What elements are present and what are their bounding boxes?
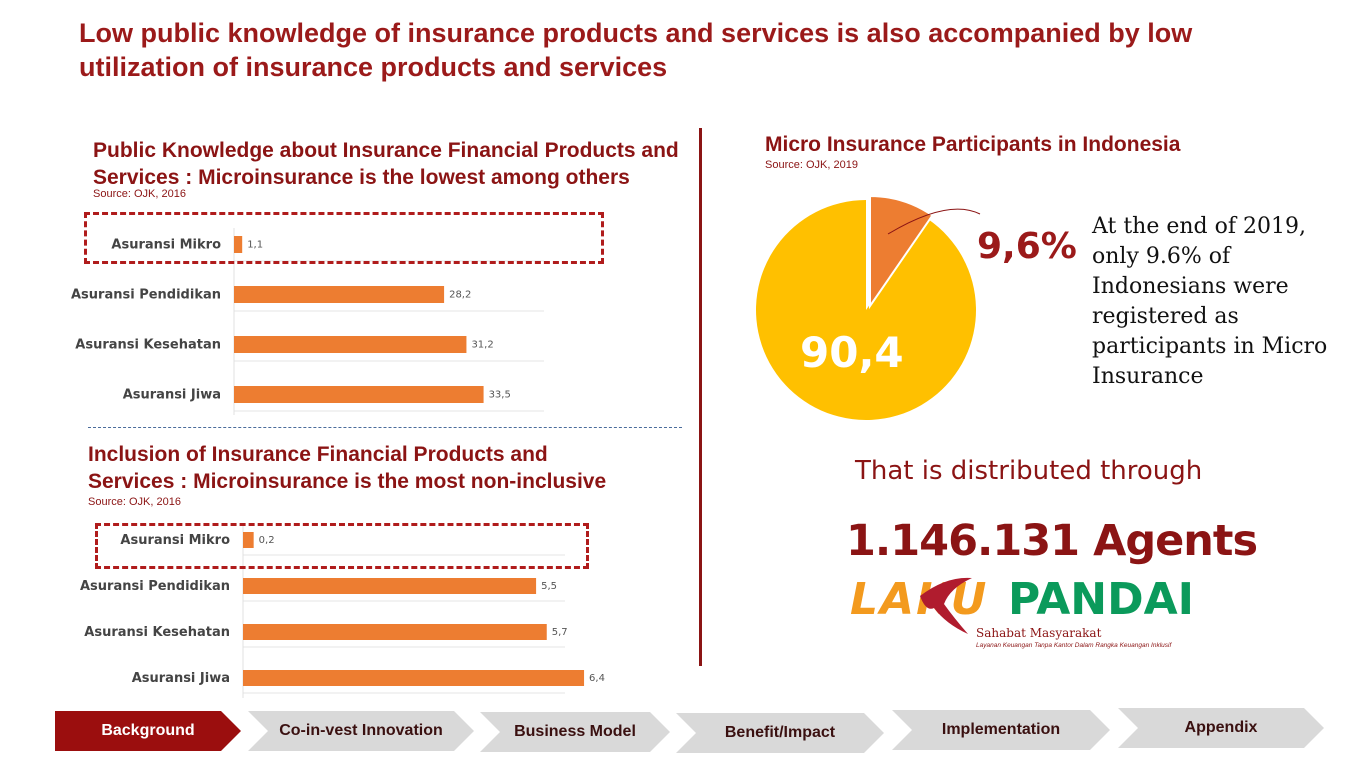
bar (243, 624, 547, 640)
bar (243, 532, 254, 548)
nav-step-background[interactable]: Background (55, 711, 241, 751)
value-label: 31,2 (471, 340, 493, 351)
inclusion-highlight-box (95, 523, 589, 569)
pie-leader-line (887, 208, 981, 235)
bar (243, 578, 537, 594)
value-label: 5,5 (541, 581, 557, 592)
nav-step-appendix[interactable]: Appendix (1118, 708, 1324, 748)
inclusion-source: Source: OJK, 2016 (88, 496, 181, 508)
category-label: Asuransi Kesehatan (75, 338, 221, 353)
nav-step-co-in-vest-innovation[interactable]: Co-in-vest Innovation (248, 711, 474, 751)
inclusion-chart-title: Inclusion of Insurance Financial Product… (88, 441, 688, 495)
value-label: 28,2 (449, 290, 471, 301)
nav-step-benefit-impact[interactable]: Benefit/Impact (676, 713, 884, 753)
logo-subline: Layanan Keuangan Tanpa Kantor Dalam Rang… (976, 642, 1172, 649)
value-label: 5,7 (552, 627, 568, 638)
knowledge-title-line2: Services : Microinsurance is the lowest … (93, 166, 630, 189)
value-label: 1,1 (247, 240, 263, 251)
pie-slice-minor (869, 194, 934, 310)
category-label: Asuransi Pendidikan (71, 288, 221, 303)
logo-swoosh-icon (920, 577, 972, 634)
micro-pie-chart: 90,4 (756, 194, 981, 420)
category-label: Asuransi Jiwa (123, 388, 221, 403)
micro-description: At the end of 2019, only 9.6% of Indones… (1092, 214, 1328, 389)
bar (243, 670, 585, 686)
knowledge-title-line1: Public Knowledge about Insurance Financi… (93, 139, 679, 162)
vertical-divider (699, 128, 702, 666)
logo-tagline: Sahabat Masyarakat (976, 626, 1102, 640)
micro-source: Source: OJK, 2019 (765, 159, 858, 171)
category-label: Asuransi Kesehatan (84, 625, 230, 640)
nav-step-business-model[interactable]: Business Model (480, 712, 670, 752)
logo-pandai-text: PANDAI (1008, 574, 1195, 625)
value-label: 0,2 (259, 535, 275, 546)
knowledge-chart-title: Public Knowledge about Insurance Financi… (93, 137, 693, 191)
bar (234, 336, 467, 353)
knowledge-highlight-box (84, 212, 604, 264)
logo-laku-text: LAKU (850, 574, 989, 625)
pie-label-minor: 9,6% (977, 226, 1077, 267)
pie-label-major: 90,4 (800, 328, 904, 377)
distribution-text: That is distributed through (855, 456, 1203, 486)
knowledge-bar-chart: Asuransi Mikro 1,1 Asuransi Pendidikan 28,2… (71, 228, 544, 415)
section-divider (88, 427, 682, 428)
category-label: Asuransi Pendidikan (80, 579, 230, 594)
category-label: Asuransi Jiwa (132, 671, 230, 686)
pie-slice-major (756, 200, 976, 420)
laku-pandai-logo: LAKU PANDAI Sahabat Masyarakat Layanan K… (850, 574, 1210, 654)
bar (234, 386, 484, 403)
inclusion-bar-chart: Asuransi Mikro 0,2 Asuransi Pendidikan 5,5 A… (80, 524, 605, 698)
micro-chart-title: Micro Insurance Participants in Indonesi… (765, 133, 1181, 156)
category-label: Asuransi Mikro (111, 238, 221, 253)
inclusion-title-line1: Inclusion of Insurance Financial Product… (88, 443, 548, 466)
agents-count: 1.146.131 Agents (846, 516, 1258, 566)
bar (234, 286, 445, 303)
value-label: 33,5 (489, 390, 511, 401)
page-title: Low public knowledge of insurance produc… (79, 18, 1193, 82)
section-nav: Background Co-in-vest Innovation Busines… (0, 706, 1366, 756)
value-label: 6,4 (589, 673, 605, 684)
bar (234, 236, 243, 253)
knowledge-source: Source: OJK, 2016 (93, 188, 186, 200)
category-label: Asuransi Mikro (120, 533, 230, 548)
inclusion-title-line2: Services : Microinsurance is the most no… (88, 470, 607, 493)
nav-step-implementation[interactable]: Implementation (892, 710, 1110, 750)
